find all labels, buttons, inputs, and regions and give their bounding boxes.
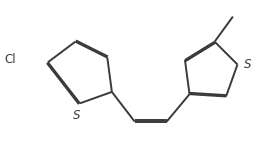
Text: S: S <box>244 58 252 71</box>
Text: S: S <box>73 109 80 122</box>
Text: Cl: Cl <box>4 54 16 66</box>
